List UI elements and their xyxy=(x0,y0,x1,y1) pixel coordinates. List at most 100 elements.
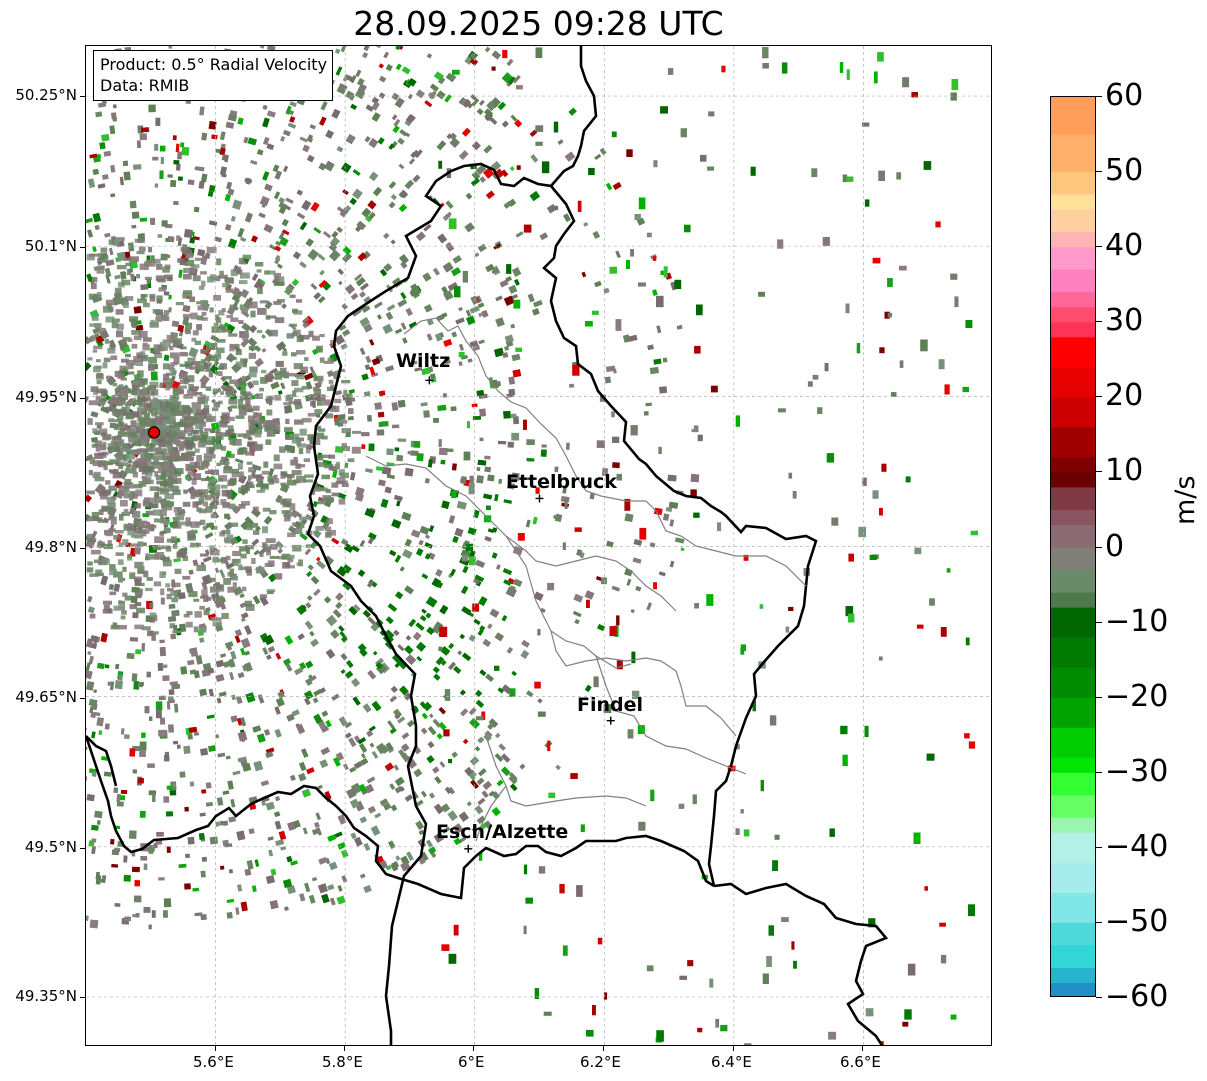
echo-pixel xyxy=(313,292,322,300)
echo-pixel xyxy=(192,275,201,282)
echo-pixel xyxy=(142,337,152,342)
echo-pixel xyxy=(238,564,243,571)
echo-pixel xyxy=(361,305,371,313)
echo-pixel xyxy=(135,324,144,332)
echo-pixel xyxy=(168,46,173,49)
echo-pixel xyxy=(452,255,462,264)
echo-pixel xyxy=(316,827,323,836)
echo-pixel xyxy=(338,419,348,424)
echo-pixel xyxy=(219,601,227,610)
echo-pixel xyxy=(694,603,699,609)
echo-pixel xyxy=(143,863,148,870)
echo-pixel xyxy=(152,309,161,314)
echo-pixel xyxy=(173,740,179,745)
echo-pixel xyxy=(136,251,145,255)
echo-pixel xyxy=(523,925,527,935)
echo-pixel xyxy=(604,376,612,384)
echo-pixel xyxy=(113,240,120,247)
echo-pixel xyxy=(341,428,351,434)
echo-pixel xyxy=(308,675,317,683)
echo-pixel xyxy=(769,715,777,726)
echo-pixel xyxy=(189,366,200,370)
echo-pixel xyxy=(209,836,219,845)
echo-pixel xyxy=(112,471,121,479)
echo-pixel xyxy=(136,140,141,149)
echo-pixel xyxy=(483,733,492,742)
echo-pixel xyxy=(308,894,316,904)
echo-pixel xyxy=(299,662,307,670)
echo-pixel xyxy=(566,442,570,450)
colorbar-segment xyxy=(1051,525,1095,549)
echo-pixel xyxy=(862,122,870,127)
echo-pixel xyxy=(275,839,285,847)
echo-pixel xyxy=(157,234,163,238)
echo-pixel xyxy=(156,480,163,485)
echo-pixel xyxy=(246,429,252,435)
echo-pixel xyxy=(486,101,496,110)
y-tick-label: 49.8°N xyxy=(24,538,77,556)
colorbar-segment xyxy=(1051,795,1095,819)
echo-pixel xyxy=(188,465,196,471)
echo-pixel xyxy=(419,615,427,622)
echo-pixel xyxy=(111,496,117,501)
echo-pixel xyxy=(203,609,210,616)
echo-pixel xyxy=(282,229,290,236)
echo-pixel xyxy=(541,444,547,448)
echo-pixel xyxy=(379,268,388,277)
echo-pixel xyxy=(199,605,205,610)
echo-pixel xyxy=(449,132,457,141)
echo-pixel xyxy=(148,365,155,371)
echo-pixel xyxy=(316,345,323,353)
echo-pixel xyxy=(135,359,143,366)
echo-pixel xyxy=(126,469,137,473)
echo-pixel xyxy=(92,460,99,467)
echo-pixel xyxy=(589,492,595,500)
echo-pixel xyxy=(616,473,622,481)
echo-pixel xyxy=(255,412,263,417)
echo-pixel xyxy=(717,522,722,532)
echo-pixel xyxy=(354,273,363,282)
echo-pixel xyxy=(244,212,254,223)
echo-pixel xyxy=(263,136,270,146)
echo-pixel xyxy=(153,581,162,587)
echo-pixel xyxy=(692,794,697,805)
echo-pixel xyxy=(394,554,402,563)
echo-pixel xyxy=(390,804,398,812)
echo-pixel xyxy=(394,447,400,452)
echo-pixel xyxy=(130,543,139,547)
echo-pixel xyxy=(249,446,256,452)
echo-pixel xyxy=(106,375,111,380)
echo-pixel xyxy=(220,484,228,489)
echo-pixel xyxy=(408,618,417,628)
echo-pixel xyxy=(101,489,112,494)
echo-pixel xyxy=(328,379,334,384)
echo-pixel xyxy=(506,646,514,654)
echo-pixel xyxy=(340,343,348,350)
echo-pixel xyxy=(168,364,175,370)
echo-pixel xyxy=(335,461,340,468)
echo-pixel xyxy=(200,870,206,878)
echo-pixel xyxy=(570,773,578,779)
echo-pixel xyxy=(385,365,394,372)
echo-pixel xyxy=(811,168,818,178)
echo-pixel xyxy=(216,353,221,358)
echo-pixel xyxy=(887,312,892,318)
echo-pixel xyxy=(301,417,312,423)
echo-pixel xyxy=(173,402,180,409)
echo-pixel xyxy=(532,516,538,525)
echo-pixel xyxy=(190,312,198,320)
radar-map[interactable] xyxy=(85,45,992,1046)
echo-pixel xyxy=(735,744,740,750)
echo-pixel xyxy=(239,593,245,599)
echo-pixel xyxy=(144,276,152,280)
echo-pixel xyxy=(510,114,518,122)
echo-pixel xyxy=(896,172,902,180)
echo-pixel xyxy=(251,538,260,547)
echo-pixel xyxy=(205,386,212,391)
echo-pixel xyxy=(247,408,254,413)
echo-pixel xyxy=(469,475,474,487)
echo-pixel xyxy=(762,47,769,59)
echo-pixel xyxy=(213,401,221,408)
echo-pixel xyxy=(240,338,250,348)
echo-pixel xyxy=(110,624,120,630)
